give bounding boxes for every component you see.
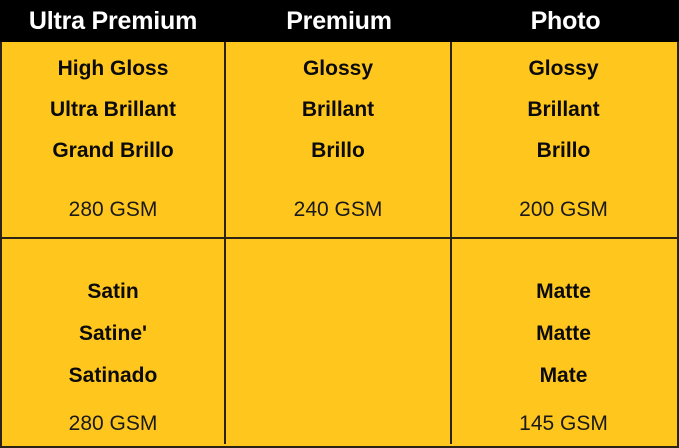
cell-premium-satin-empty — [226, 239, 452, 444]
finish-name: Glossy — [302, 57, 374, 80]
finish-name-list: High Gloss Ultra Brillant Grand Brillo — [2, 42, 224, 181]
paper-weight-gsm: 280 GSM — [68, 198, 158, 221]
finish-name: Satinado — [68, 364, 158, 387]
column-header-label: Premium — [286, 6, 392, 35]
finish-name: Brillo — [536, 139, 591, 162]
cell-ultra-premium-gloss: High Gloss Ultra Brillant Grand Brillo 2… — [2, 42, 226, 237]
paper-weight-gsm: 240 GSM — [293, 198, 383, 221]
finish-name-list: Satin Satine' Satinado — [2, 239, 224, 407]
column-header-premium: Premium — [226, 0, 452, 42]
column-header-label: Photo — [530, 6, 601, 35]
section-divider — [2, 237, 677, 239]
finish-name-list: Glossy Brillant Brillo — [452, 42, 675, 181]
table-body: High Gloss Ultra Brillant Grand Brillo 2… — [0, 42, 679, 448]
column-header-photo: Photo — [452, 0, 679, 42]
finish-name: High Gloss — [57, 57, 169, 80]
finish-name: Brillant — [301, 98, 375, 121]
paper-weight-gsm: 280 GSM — [68, 412, 158, 435]
finish-name-list — [226, 239, 450, 281]
finish-name: Grand Brillo — [52, 139, 174, 162]
table-header-row: Ultra Premium Premium Photo — [0, 0, 679, 42]
column-header-ultra-premium: Ultra Premium — [0, 0, 226, 42]
finish-name: Matte — [536, 280, 591, 303]
cell-photo-gloss: Glossy Brillant Brillo 200 GSM — [452, 42, 675, 237]
finish-name: Matte — [536, 322, 591, 345]
finish-name: Ultra Brillant — [49, 98, 177, 121]
cell-premium-gloss: Glossy Brillant Brillo 240 GSM — [226, 42, 452, 237]
paper-weight-gsm: 145 GSM — [519, 412, 608, 435]
finish-name: Satine' — [78, 322, 147, 345]
table-section-satin-matte: Satin Satine' Satinado 280 GSM Matte Mat… — [2, 239, 677, 444]
finish-name-list: Glossy Brillant Brillo — [226, 42, 450, 181]
table-section-gloss: High Gloss Ultra Brillant Grand Brillo 2… — [2, 42, 677, 237]
finish-name: Mate — [539, 364, 588, 387]
cell-photo-matte: Matte Matte Mate 145 GSM — [452, 239, 675, 444]
finish-name: Satin — [87, 280, 139, 303]
finish-name: Brillant — [527, 98, 600, 121]
cell-ultra-premium-satin: Satin Satine' Satinado 280 GSM — [2, 239, 226, 444]
column-header-label: Ultra Premium — [28, 6, 198, 35]
finish-name-list: Matte Matte Mate — [452, 239, 675, 407]
finish-name: Brillo — [311, 139, 365, 162]
paper-weight-gsm: 200 GSM — [519, 198, 608, 221]
finish-name: Glossy — [528, 57, 599, 80]
